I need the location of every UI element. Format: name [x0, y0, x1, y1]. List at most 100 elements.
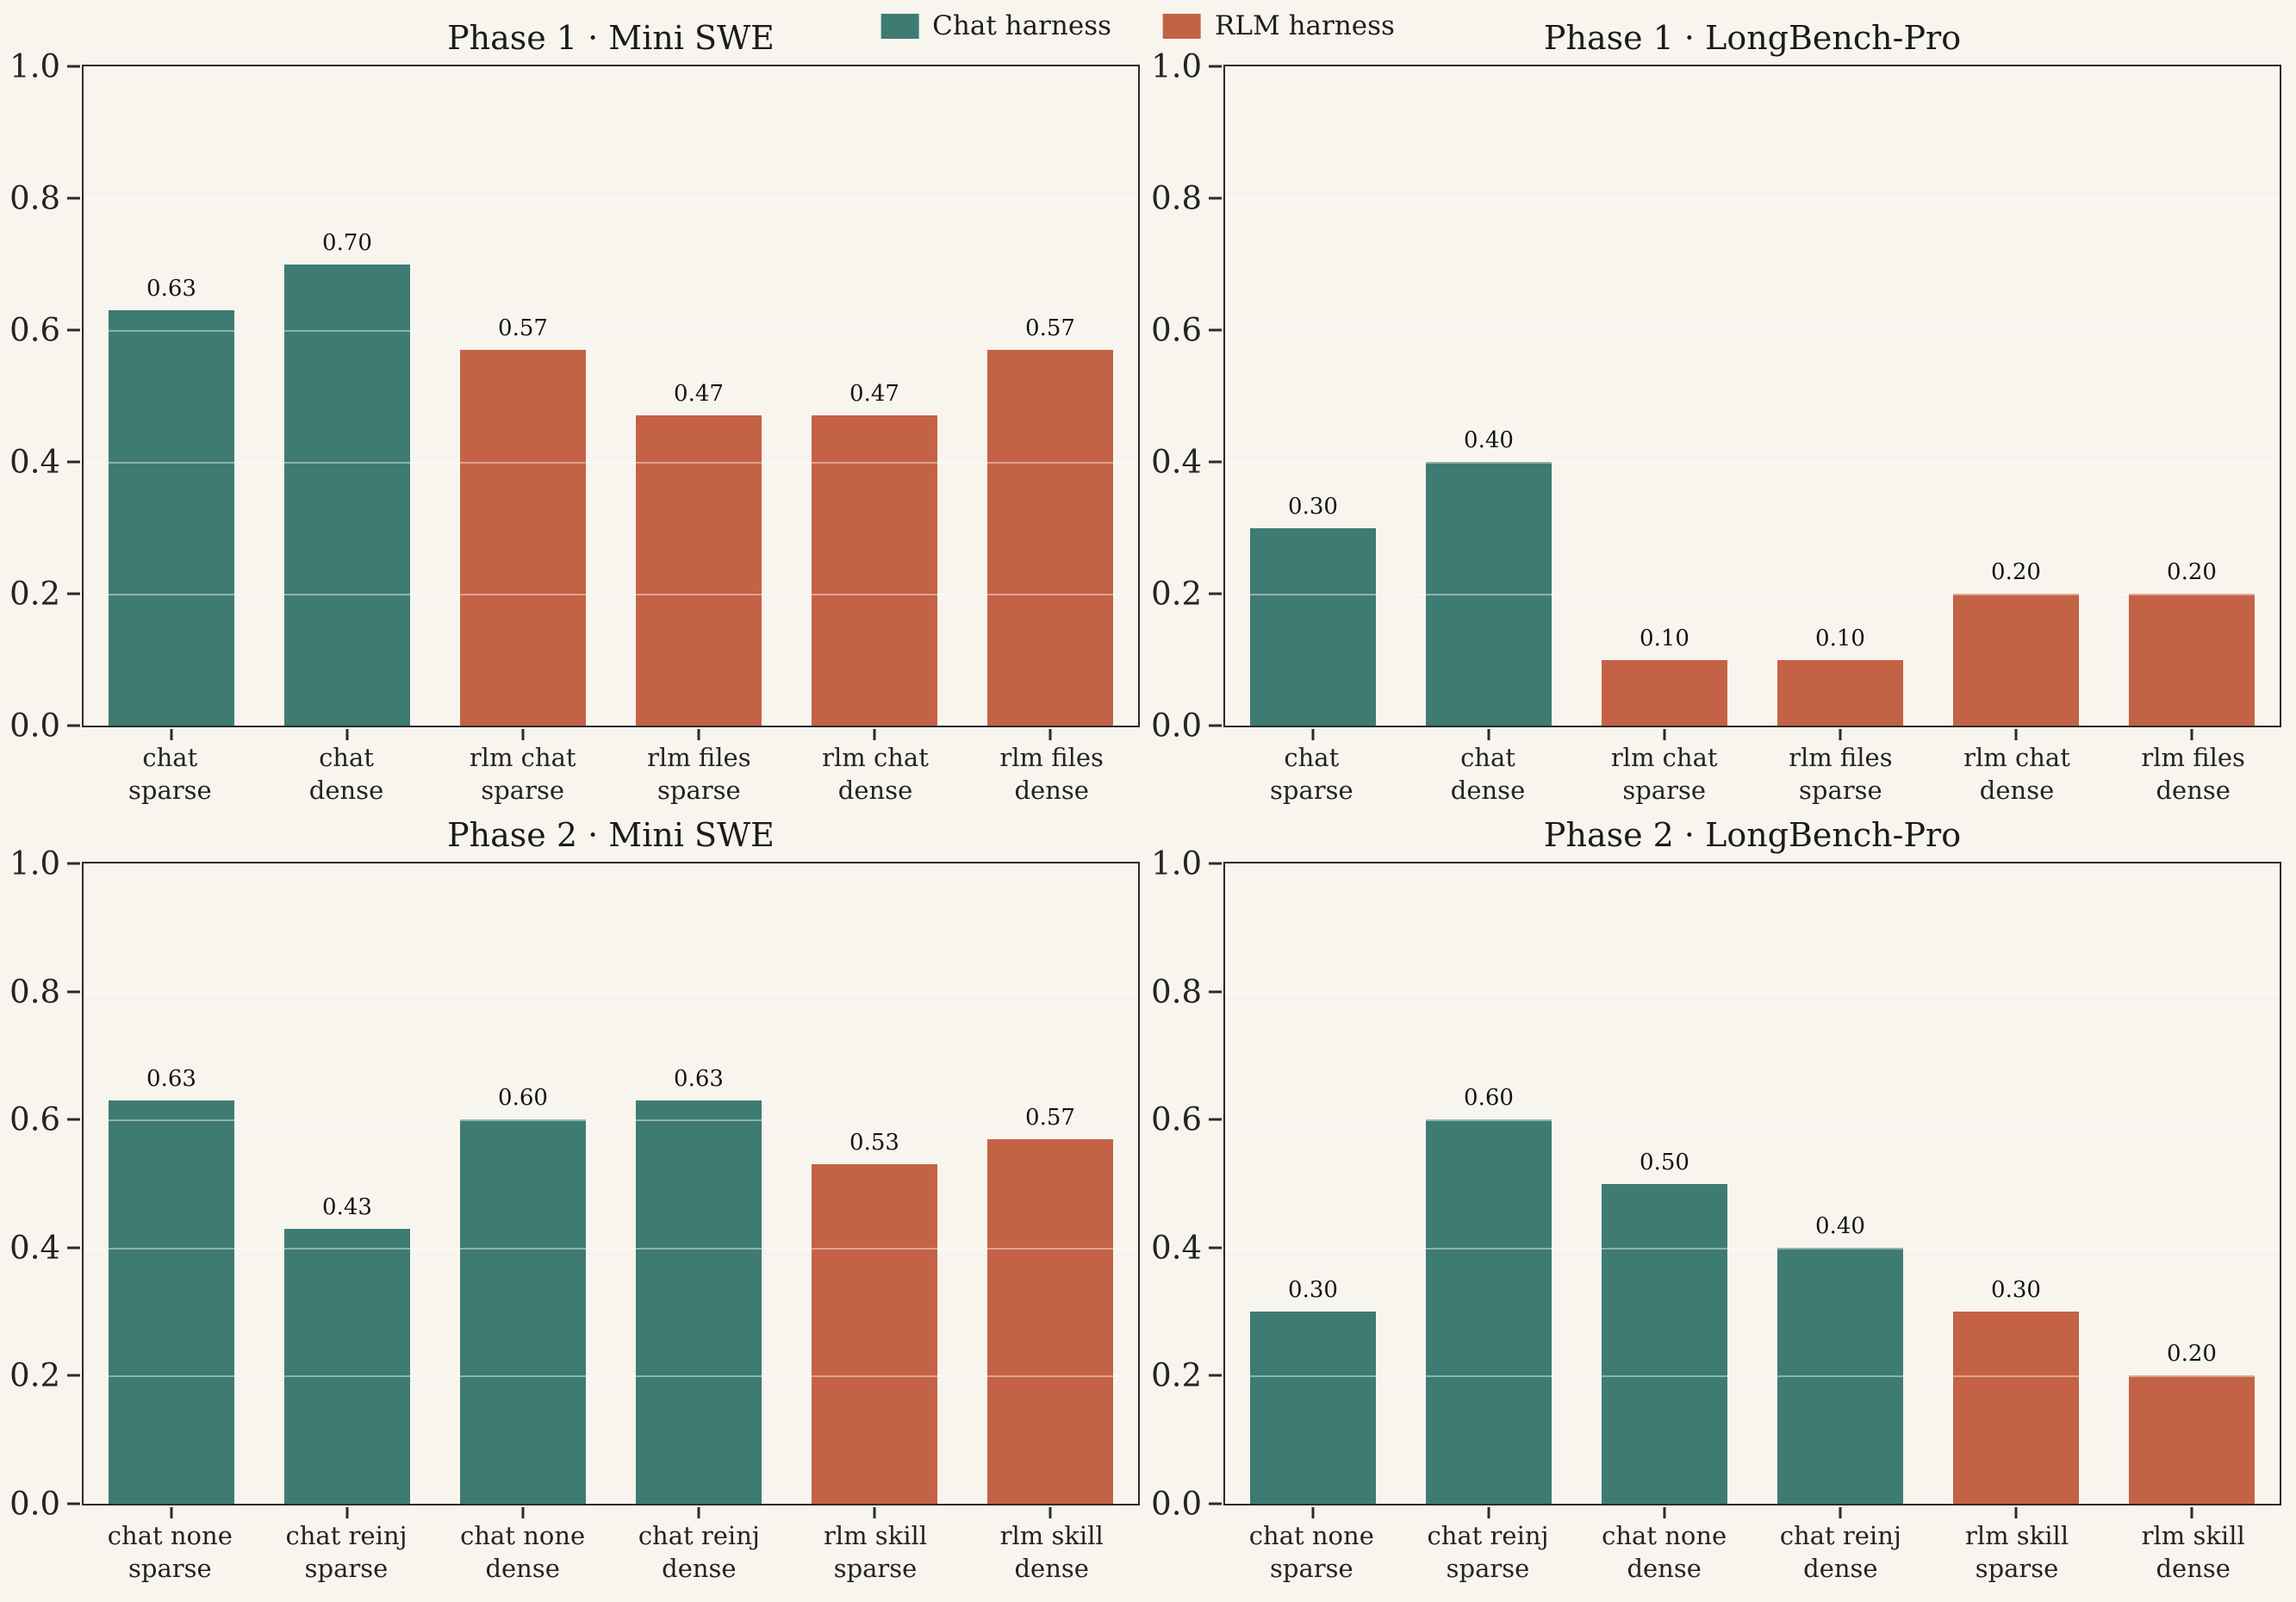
x-tick-label: chat reinj dense — [611, 1519, 787, 1586]
plot-box: 1.0 0.8 0.6 0.4 0.2 0.0 0.30 0.40 0.10 0.10 0.20 0.… — [1151, 48, 2281, 745]
x-axis-tick — [873, 1507, 876, 1518]
gridline — [84, 330, 1138, 332]
bar-slot: 0.20 — [2104, 863, 2280, 1504]
subplot-phase1-longbench-pro: Phase 1 · LongBench-Pro 1.0 0.8 0.6 0.4 0.2 0… — [1142, 16, 2281, 807]
bar-chat-chat-reinj-dense — [1776, 1247, 1904, 1504]
y-axis-tick — [1209, 328, 1222, 332]
x-tick-label-line: sparse — [1799, 776, 1882, 806]
x-tick-label-line: dense — [1450, 776, 1526, 806]
x-tick-label: rlm chat sparse — [434, 741, 611, 807]
bar-slot: 0.50 — [1577, 863, 1752, 1504]
legend-swatch-chat — [880, 13, 919, 39]
gridline — [1225, 330, 2280, 332]
y-axis-tick — [1209, 65, 1222, 68]
plot-box: 1.0 0.8 0.6 0.4 0.2 0.0 0.63 0.70 0.57 0.47 0.47 0.… — [9, 48, 1140, 745]
x-axis-tick — [170, 729, 173, 740]
bar-rlm-rlm-chat-sparse — [1601, 659, 1728, 726]
y-axis-tick — [1209, 1246, 1222, 1250]
gridline — [84, 462, 1138, 464]
y-axis-tick — [67, 724, 80, 727]
plot-title: Phase 1 · Mini SWE — [447, 19, 775, 57]
x-tick-label: rlm chat dense — [1929, 741, 2106, 807]
bar-value-label: 0.53 — [849, 1130, 899, 1156]
x-tick-label-line: chat reinj — [1427, 1521, 1549, 1550]
bar-value-label: 0.10 — [1815, 625, 1865, 651]
x-tick-label-line: dense — [1803, 1554, 1878, 1584]
x-tick-label-line: rlm files — [999, 743, 1104, 772]
x-tick-label: rlm files sparse — [611, 741, 787, 807]
x-tick-label-line: sparse — [1975, 1554, 2059, 1584]
x-tick-label-line: sparse — [1270, 776, 1353, 806]
x-tick-label-line: chat reinj — [1779, 1521, 1901, 1550]
x-tick-label-line: sparse — [1622, 776, 1706, 806]
legend: Chat harness RLM harness — [880, 10, 1395, 41]
bar-rlm-rlm-skill-dense — [986, 1138, 1114, 1504]
bar-slot: 0.10 — [1752, 66, 1928, 726]
x-tick-label-line: dense — [1014, 1554, 1089, 1584]
bar-chat-chat-none-sparse — [1249, 1312, 1377, 1504]
x-axis-tick — [1839, 729, 1842, 740]
x-tick-label: chat sparse — [82, 741, 258, 807]
bar-slot: 0.40 — [1401, 66, 1577, 726]
legend-label: RLM harness — [1215, 10, 1395, 41]
bar-chat-chat-reinj-dense — [635, 1100, 762, 1504]
bar-slot: 0.43 — [259, 863, 435, 1504]
x-tick-label-line: chat none — [1248, 1521, 1374, 1550]
gridline — [84, 1119, 1138, 1122]
y-axis-tick — [1209, 196, 1222, 200]
x-tick-label-line: rlm files — [2141, 743, 2245, 772]
y-tick-label: 0.8 — [1151, 179, 1202, 217]
bar-slot: 0.60 — [435, 863, 611, 1504]
bar-slot: 0.20 — [1928, 66, 2104, 726]
x-axis-tick — [2190, 729, 2193, 740]
bar-chat-chat-dense — [283, 264, 411, 726]
x-tick-label-line: sparse — [304, 1554, 389, 1584]
bar-value-label: 0.63 — [146, 276, 196, 302]
x-tick-label: rlm files dense — [963, 741, 1140, 807]
bar-slot: 0.30 — [1928, 863, 2104, 1504]
x-axis-tick — [1487, 1507, 1490, 1518]
x-axis-tick — [2014, 729, 2018, 740]
x-axis-tick — [2190, 1507, 2193, 1518]
bar-chat-chat-none-sparse — [108, 1100, 235, 1504]
x-tick-label-line: sparse — [657, 776, 741, 806]
x-tick-label-line: dense — [308, 776, 384, 806]
x-axis-labels: chat none sparse chat reinj sparse chat none… — [82, 1519, 1140, 1586]
x-axis-tick — [1048, 729, 1052, 740]
x-axis-labels: chat none sparse chat reinj sparse chat none… — [1223, 1519, 2281, 1586]
gridline — [1225, 991, 2280, 994]
x-tick-label: rlm files sparse — [1752, 741, 1929, 807]
bar-value-label: 0.60 — [1464, 1085, 1514, 1112]
bar-chat-chat-reinj-sparse — [1425, 1119, 1552, 1504]
bar-chat-chat-reinj-sparse — [283, 1228, 411, 1504]
bar-value-label: 0.43 — [322, 1194, 372, 1220]
bar-value-label: 0.20 — [1991, 559, 2041, 585]
x-tick-label-line: rlm chat — [469, 743, 576, 772]
bar-value-label: 0.47 — [674, 381, 724, 408]
y-tick-label: 0.0 — [1151, 707, 1202, 745]
bar-slot: 0.70 — [259, 66, 435, 726]
bar-chat-chat-sparse — [108, 310, 235, 726]
y-axis-tick — [67, 1118, 80, 1121]
x-axis-tick — [1663, 1507, 1666, 1518]
y-tick-label: 0.6 — [9, 311, 60, 349]
y-axis-tick — [1209, 460, 1222, 464]
gridline — [84, 991, 1138, 994]
bar-slot: 0.63 — [84, 66, 259, 726]
gridline — [1225, 198, 2280, 200]
plot-title: Phase 1 · LongBench-Pro — [1543, 19, 1962, 57]
legend-label: Chat harness — [932, 10, 1112, 41]
gridline — [1225, 1119, 2280, 1122]
x-axis-tick — [873, 729, 876, 740]
bar-value-label: 0.40 — [1464, 427, 1514, 453]
legend-item-chat-harness: Chat harness — [880, 10, 1111, 41]
x-tick-label-line: chat none — [460, 1521, 586, 1550]
x-tick-label-line: sparse — [1446, 1554, 1530, 1584]
gridline — [84, 1375, 1138, 1378]
plot-box: 1.0 0.8 0.6 0.4 0.2 0.0 0.30 0.60 0.50 0.40 0.30 0.… — [1151, 845, 2281, 1523]
subplot-phase2-longbench-pro: Phase 2 · LongBench-Pro 1.0 0.8 0.6 0.4 0.2 0… — [1142, 813, 2281, 1586]
x-tick-label-line: chat reinj — [285, 1521, 408, 1550]
bar-slot: 0.57 — [435, 66, 611, 726]
x-tick-label: chat none sparse — [82, 1519, 258, 1586]
x-tick-label: rlm chat sparse — [1576, 741, 1752, 807]
